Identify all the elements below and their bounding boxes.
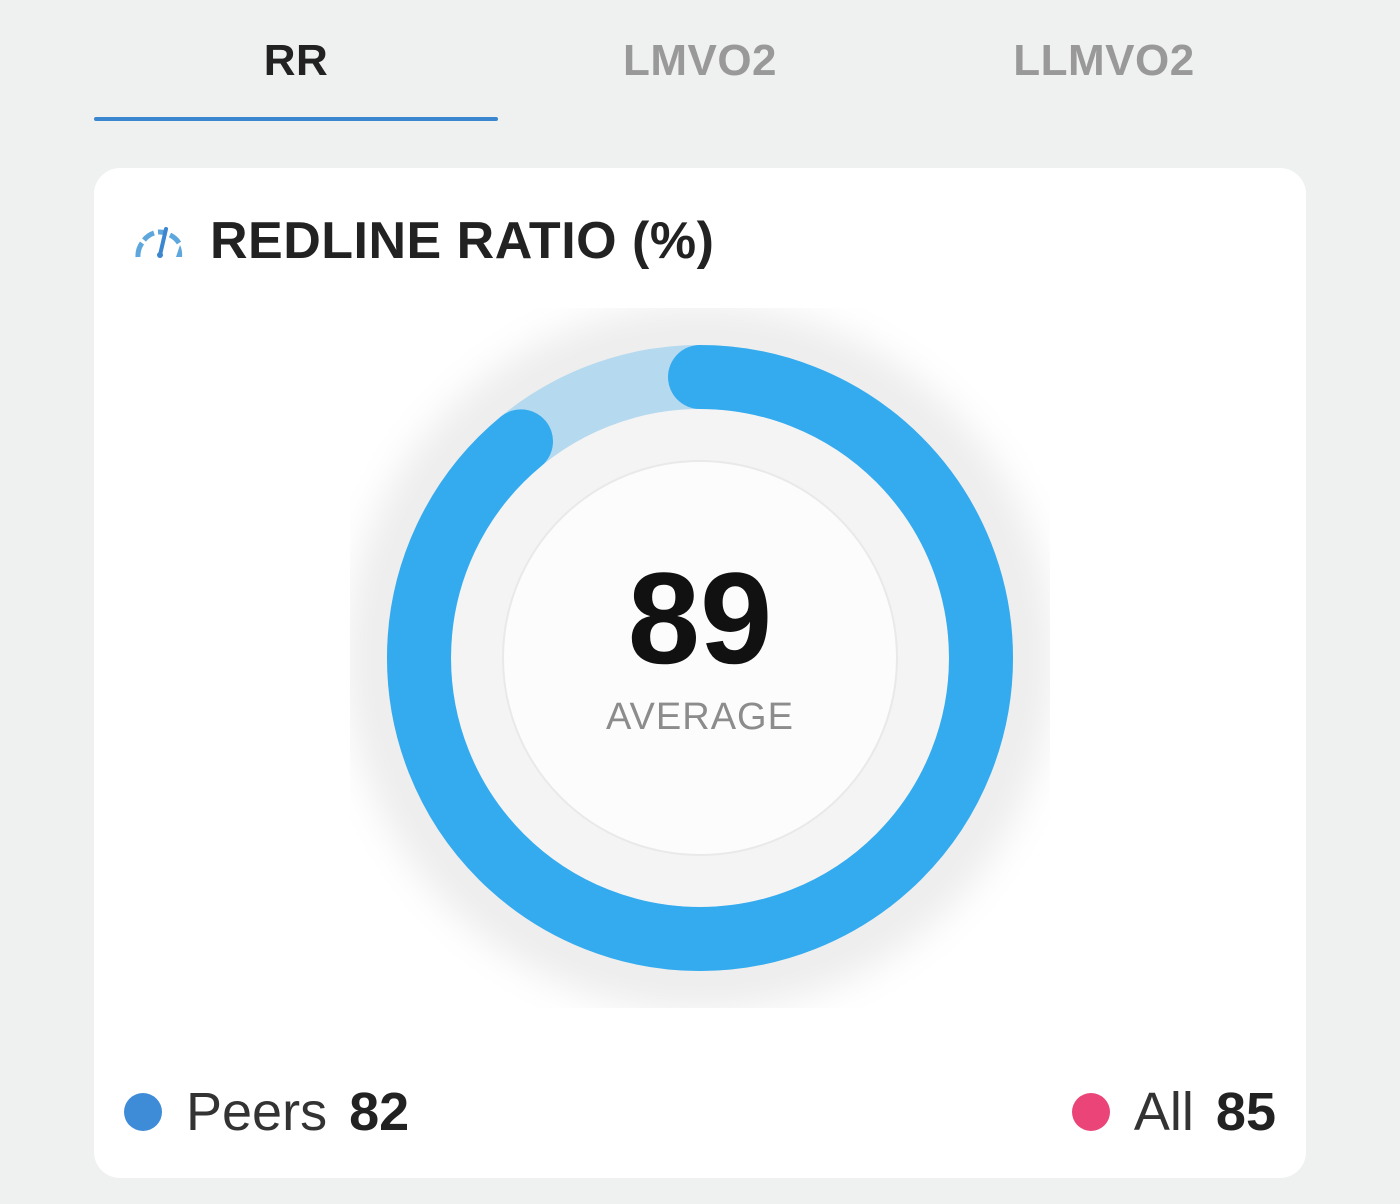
- all-label: All: [1133, 1082, 1194, 1142]
- card-header: REDLINE RATIO (%): [132, 206, 714, 276]
- card-title: REDLINE RATIO (%): [210, 212, 715, 270]
- peers-value: 82: [349, 1082, 410, 1142]
- tab-rr-label: RR: [263, 36, 329, 85]
- legend-all: All 85: [1071, 1080, 1276, 1144]
- speedometer-icon: [135, 227, 183, 258]
- all-value: 85: [1215, 1082, 1276, 1142]
- peers-label: Peers: [186, 1082, 328, 1142]
- redline-ratio-card: REDLINE RATIO (%) 89 AVERAGE Peers 82 Al…: [94, 168, 1306, 1178]
- gauge-shadow: [350, 308, 1050, 1008]
- average-value: 89: [627, 545, 773, 691]
- tab-lmvo2-label: LMVO2: [622, 36, 778, 85]
- all-dot: [1071, 1093, 1110, 1131]
- peers-dot: [124, 1093, 162, 1131]
- tab-lmvo2[interactable]: LMVO2: [498, 0, 902, 124]
- average-donut-gauge: [350, 308, 1050, 1008]
- gauge-center-disc: [502, 460, 898, 856]
- average-label: AVERAGE: [606, 696, 794, 738]
- tab-bar: RR LMVO2 LLMVO2: [94, 0, 1306, 124]
- tab-llmvo2-label: LLMVO2: [1013, 36, 1195, 85]
- gauge-fill-arc: [387, 345, 1013, 971]
- tab-rr[interactable]: RR: [94, 0, 498, 124]
- legend-peers: Peers 82: [124, 1080, 409, 1144]
- tab-llmvo2[interactable]: LLMVO2: [902, 0, 1306, 124]
- active-tab-indicator: [94, 117, 498, 121]
